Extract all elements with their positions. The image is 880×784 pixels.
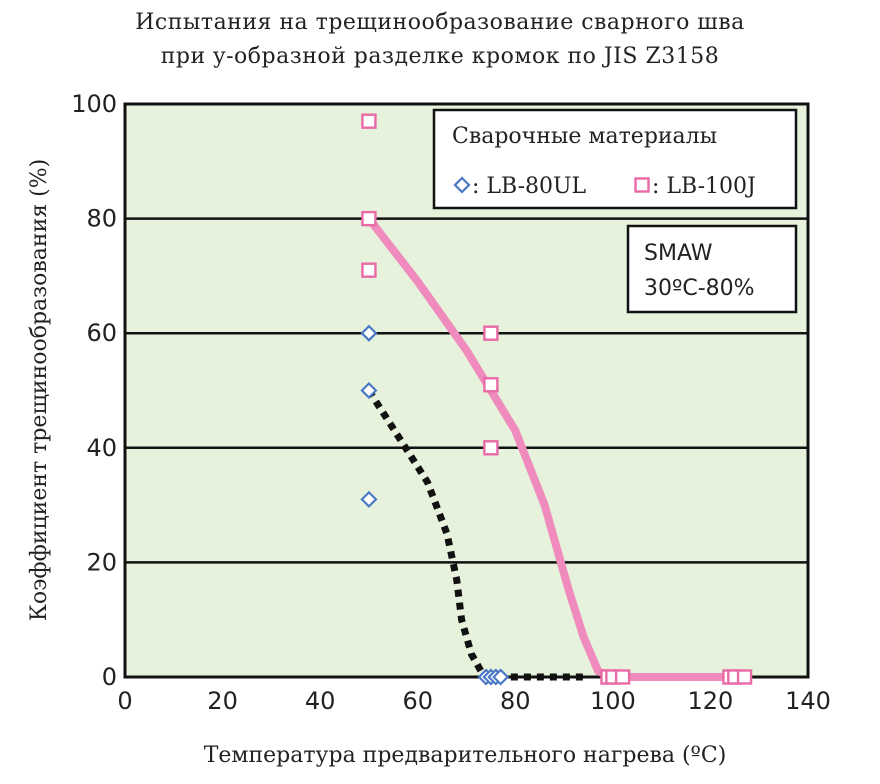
- chart-title: Испытания на трещинообразование сварного…: [135, 10, 745, 35]
- point-lb-100j-0: [361, 113, 377, 129]
- grid-lines: [125, 217, 808, 564]
- y-tick-80: 80: [86, 205, 117, 233]
- point-lb-80ul-0: [360, 324, 378, 342]
- note-box: [626, 224, 798, 314]
- y-tick-60: 60: [86, 319, 117, 347]
- x-tick-80: 80: [500, 687, 531, 715]
- y-tick-labels: 0 20 40 60 80 100: [71, 90, 117, 691]
- chart-subtitle: при y-образной разделке кромок по JIS Z3…: [160, 44, 720, 69]
- point-lb-100j-8: [614, 669, 631, 685]
- point-lb-100j-3: [483, 325, 499, 341]
- y-tick-40: 40: [86, 434, 117, 462]
- x-tick-60: 60: [402, 687, 433, 715]
- data-points: [360, 113, 753, 686]
- legend-marker-lb-80ul: [453, 176, 471, 194]
- x-tick-40: 40: [305, 687, 336, 715]
- point-lb-100j-5: [483, 440, 499, 456]
- x-tick-140: 140: [785, 687, 831, 715]
- legend-box: [432, 108, 798, 210]
- x-tick-120: 120: [688, 687, 734, 715]
- legend-label-lb-100j: : LB-100J: [652, 174, 756, 199]
- legend-title: Сварочные материалы: [452, 124, 717, 149]
- conditions-note: SMAW 30ºС-80%: [626, 224, 798, 314]
- x-tick-labels: 0 20 40 60 80 100 120 140: [117, 687, 831, 715]
- note-line-2: 30ºС-80%: [644, 276, 755, 301]
- legend-marker-lb-100j: [634, 177, 650, 193]
- point-lb-100j-4: [483, 377, 499, 393]
- y-tick-0: 0: [102, 663, 117, 691]
- point-lb-100j-1: [361, 210, 377, 227]
- point-lb-80ul-6: [492, 668, 510, 686]
- x-axis-label: Температура предварительного нагрева (ºС…: [204, 743, 727, 768]
- y-tick-20: 20: [86, 548, 117, 576]
- legend-entries: : LB-80UL : LB-100J: [453, 174, 756, 199]
- y-axis-label: Коэффициент трещинообразования (%): [27, 159, 52, 621]
- point-lb-100j-11: [736, 669, 753, 685]
- x-tick-0: 0: [117, 687, 132, 715]
- point-lb-80ul-1: [360, 381, 378, 400]
- legend: Сварочные материалы : LB-80UL : LB-100J: [432, 108, 798, 210]
- y-tick-100: 100: [71, 90, 117, 118]
- point-lb-100j-2: [361, 262, 377, 278]
- legend-label-lb-80ul: : LB-80UL: [472, 174, 587, 199]
- point-lb-80ul-2: [360, 490, 378, 508]
- x-tick-100: 100: [590, 687, 636, 715]
- x-tick-20: 20: [207, 687, 238, 715]
- note-line-1: SMAW: [644, 241, 713, 266]
